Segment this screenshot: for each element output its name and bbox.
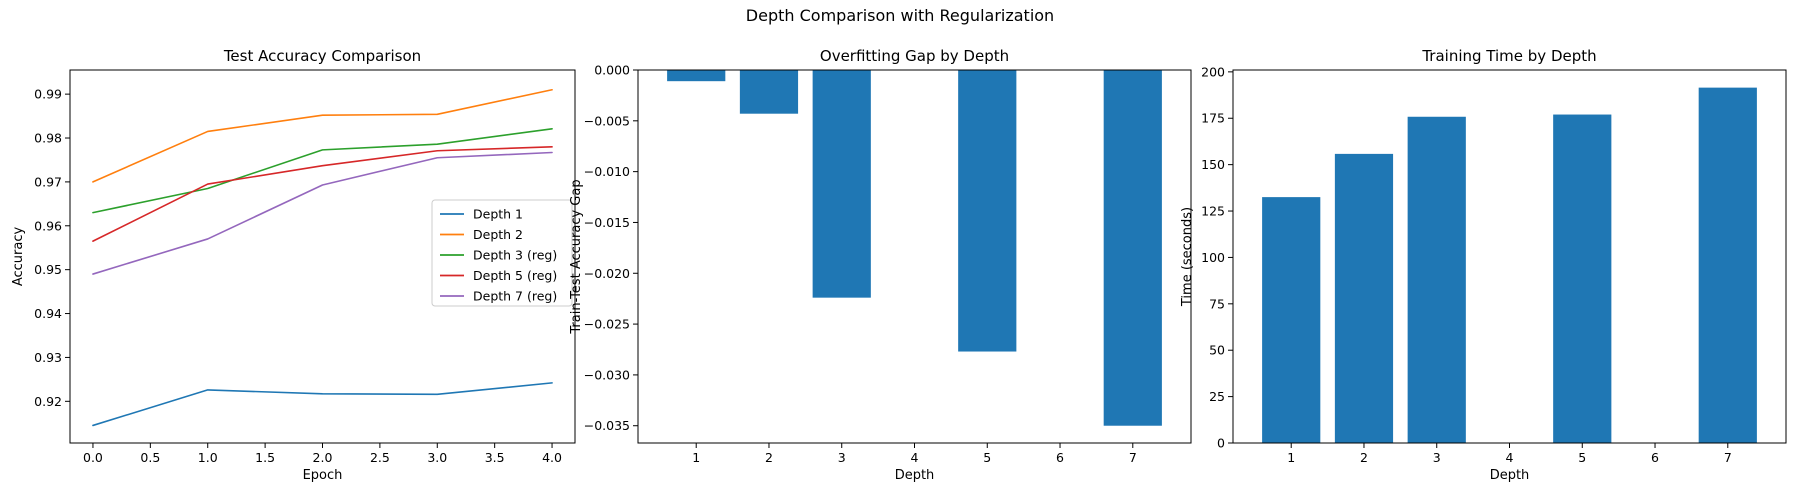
x-tick-label: 5 (983, 450, 991, 465)
bar-depth-3 (812, 70, 871, 298)
series-line-1 (92, 382, 553, 427)
x-axis-label: Depth (895, 468, 935, 483)
y-tick-label: 0 (1217, 436, 1225, 451)
series-line-2 (92, 88, 553, 183)
series-line-3 (92, 128, 553, 214)
legend-label-1: Depth 1 (473, 207, 523, 222)
x-tick-label: 1 (1287, 450, 1295, 465)
x-tick-label: 6 (1056, 450, 1064, 465)
x-tick-label: 3.0 (427, 450, 447, 465)
y-tick-label: 0.92 (34, 394, 62, 409)
y-tick-label: 200 (1201, 64, 1225, 79)
bar-depth-1 (667, 70, 726, 82)
y-tick-label: −0.015 (584, 215, 630, 230)
legend-box (431, 199, 573, 307)
x-tick-label: 3 (838, 450, 846, 465)
overfitting-gap-bar-chart: 1 2 3 4 5 6 7 0.000 −0.005 −0.010 −0.015 −0.020 −0.0… (569, 47, 1192, 483)
series-line-5 (92, 151, 553, 275)
x-tick-label: 2.0 (313, 450, 333, 465)
y-tick-label: 0.99 (34, 87, 62, 102)
y-tick-label: 0.96 (34, 218, 62, 233)
legend-label-4: Depth 5 (reg) (473, 268, 557, 283)
x-tick-label: 2.5 (370, 450, 390, 465)
y-tick-label: 125 (1201, 204, 1225, 219)
x-axis-label: Epoch (303, 468, 343, 483)
x-tick-label: 1 (692, 450, 700, 465)
y-axis-label: Train-Test Accuracy Gap (569, 179, 584, 334)
y-tick-label: −0.035 (584, 418, 630, 433)
bar-depth-7 (1698, 87, 1757, 443)
y-tick-label: 50 (1209, 343, 1225, 358)
y-tick-label: −0.010 (584, 164, 630, 179)
bar-depth-5 (1553, 114, 1612, 443)
y-tick-label: 100 (1201, 250, 1225, 265)
bar-depth-2 (739, 70, 799, 114)
bar-depth-3 (1407, 116, 1466, 443)
y-tick-label: 0.93 (34, 350, 62, 365)
legend-label-2: Depth 2 (473, 227, 523, 242)
chart-title: Training Time by Depth (1421, 47, 1596, 65)
bar-depth-2 (1334, 153, 1394, 443)
chart-title: Test Accuracy Comparison (223, 47, 421, 65)
legend-label-3: Depth 3 (reg) (473, 248, 557, 263)
series-line-4 (92, 145, 553, 242)
x-tick-label: 3.5 (485, 450, 505, 465)
bar-depth-1 (1262, 197, 1321, 443)
legend: Depth 1 Depth 2 Depth 3 (reg) Depth 5 (reg)… (431, 199, 573, 307)
legend-label-5: Depth 7 (reg) (473, 289, 557, 304)
x-tick-label: 7 (1129, 450, 1137, 465)
x-tick-label: 2 (765, 450, 773, 465)
bar-depth-7 (1103, 70, 1162, 426)
x-tick-label: 6 (1651, 450, 1659, 465)
bar-depth-5 (958, 70, 1017, 352)
chart-title: Overfitting Gap by Depth (820, 47, 1009, 65)
x-tick-label: 4 (1506, 450, 1514, 465)
x-tick-label: 4 (911, 450, 919, 465)
x-tick-label: 1.5 (255, 450, 275, 465)
y-axis-label: Accuracy (11, 227, 26, 287)
y-tick-label: −0.025 (584, 317, 630, 332)
x-tick-label: 4.0 (542, 450, 562, 465)
x-tick-label: 0.0 (83, 450, 103, 465)
y-tick-label: −0.030 (584, 367, 630, 382)
y-tick-label: 75 (1209, 296, 1225, 311)
x-tick-label: 1.0 (198, 450, 218, 465)
training-time-bar-chart: 1 2 3 4 5 6 7 0 25 50 75 100 125 150 175 200 Training Ti… (1180, 47, 1787, 483)
y-tick-label: 0.97 (34, 174, 62, 189)
y-tick-label: 0.94 (34, 306, 62, 321)
y-tick-label: 0.98 (34, 131, 62, 146)
x-tick-label: 3 (1433, 450, 1441, 465)
y-tick-label: 150 (1201, 157, 1225, 172)
figure-suptitle: Depth Comparison with Regularization (746, 6, 1054, 25)
x-tick-label: 2 (1360, 450, 1368, 465)
y-axis-label: Time (seconds) (1180, 207, 1195, 307)
x-tick-label: 0.5 (140, 450, 160, 465)
x-axis-label: Depth (1490, 468, 1530, 483)
x-tick-label: 7 (1724, 450, 1732, 465)
x-tick-label: 5 (1578, 450, 1586, 465)
y-tick-label: −0.020 (584, 266, 630, 281)
y-tick-label: −0.005 (584, 113, 630, 128)
y-tick-label: 175 (1201, 111, 1225, 126)
y-tick-label: 0.95 (34, 262, 62, 277)
y-tick-label: 0.000 (594, 63, 630, 78)
accuracy-line-chart: 0.0 0.5 1.0 1.5 2.0 2.5 3.0 3.5 4.0 0.92 0.93 0.94 0… (11, 47, 576, 483)
y-tick-label: 25 (1209, 389, 1225, 404)
